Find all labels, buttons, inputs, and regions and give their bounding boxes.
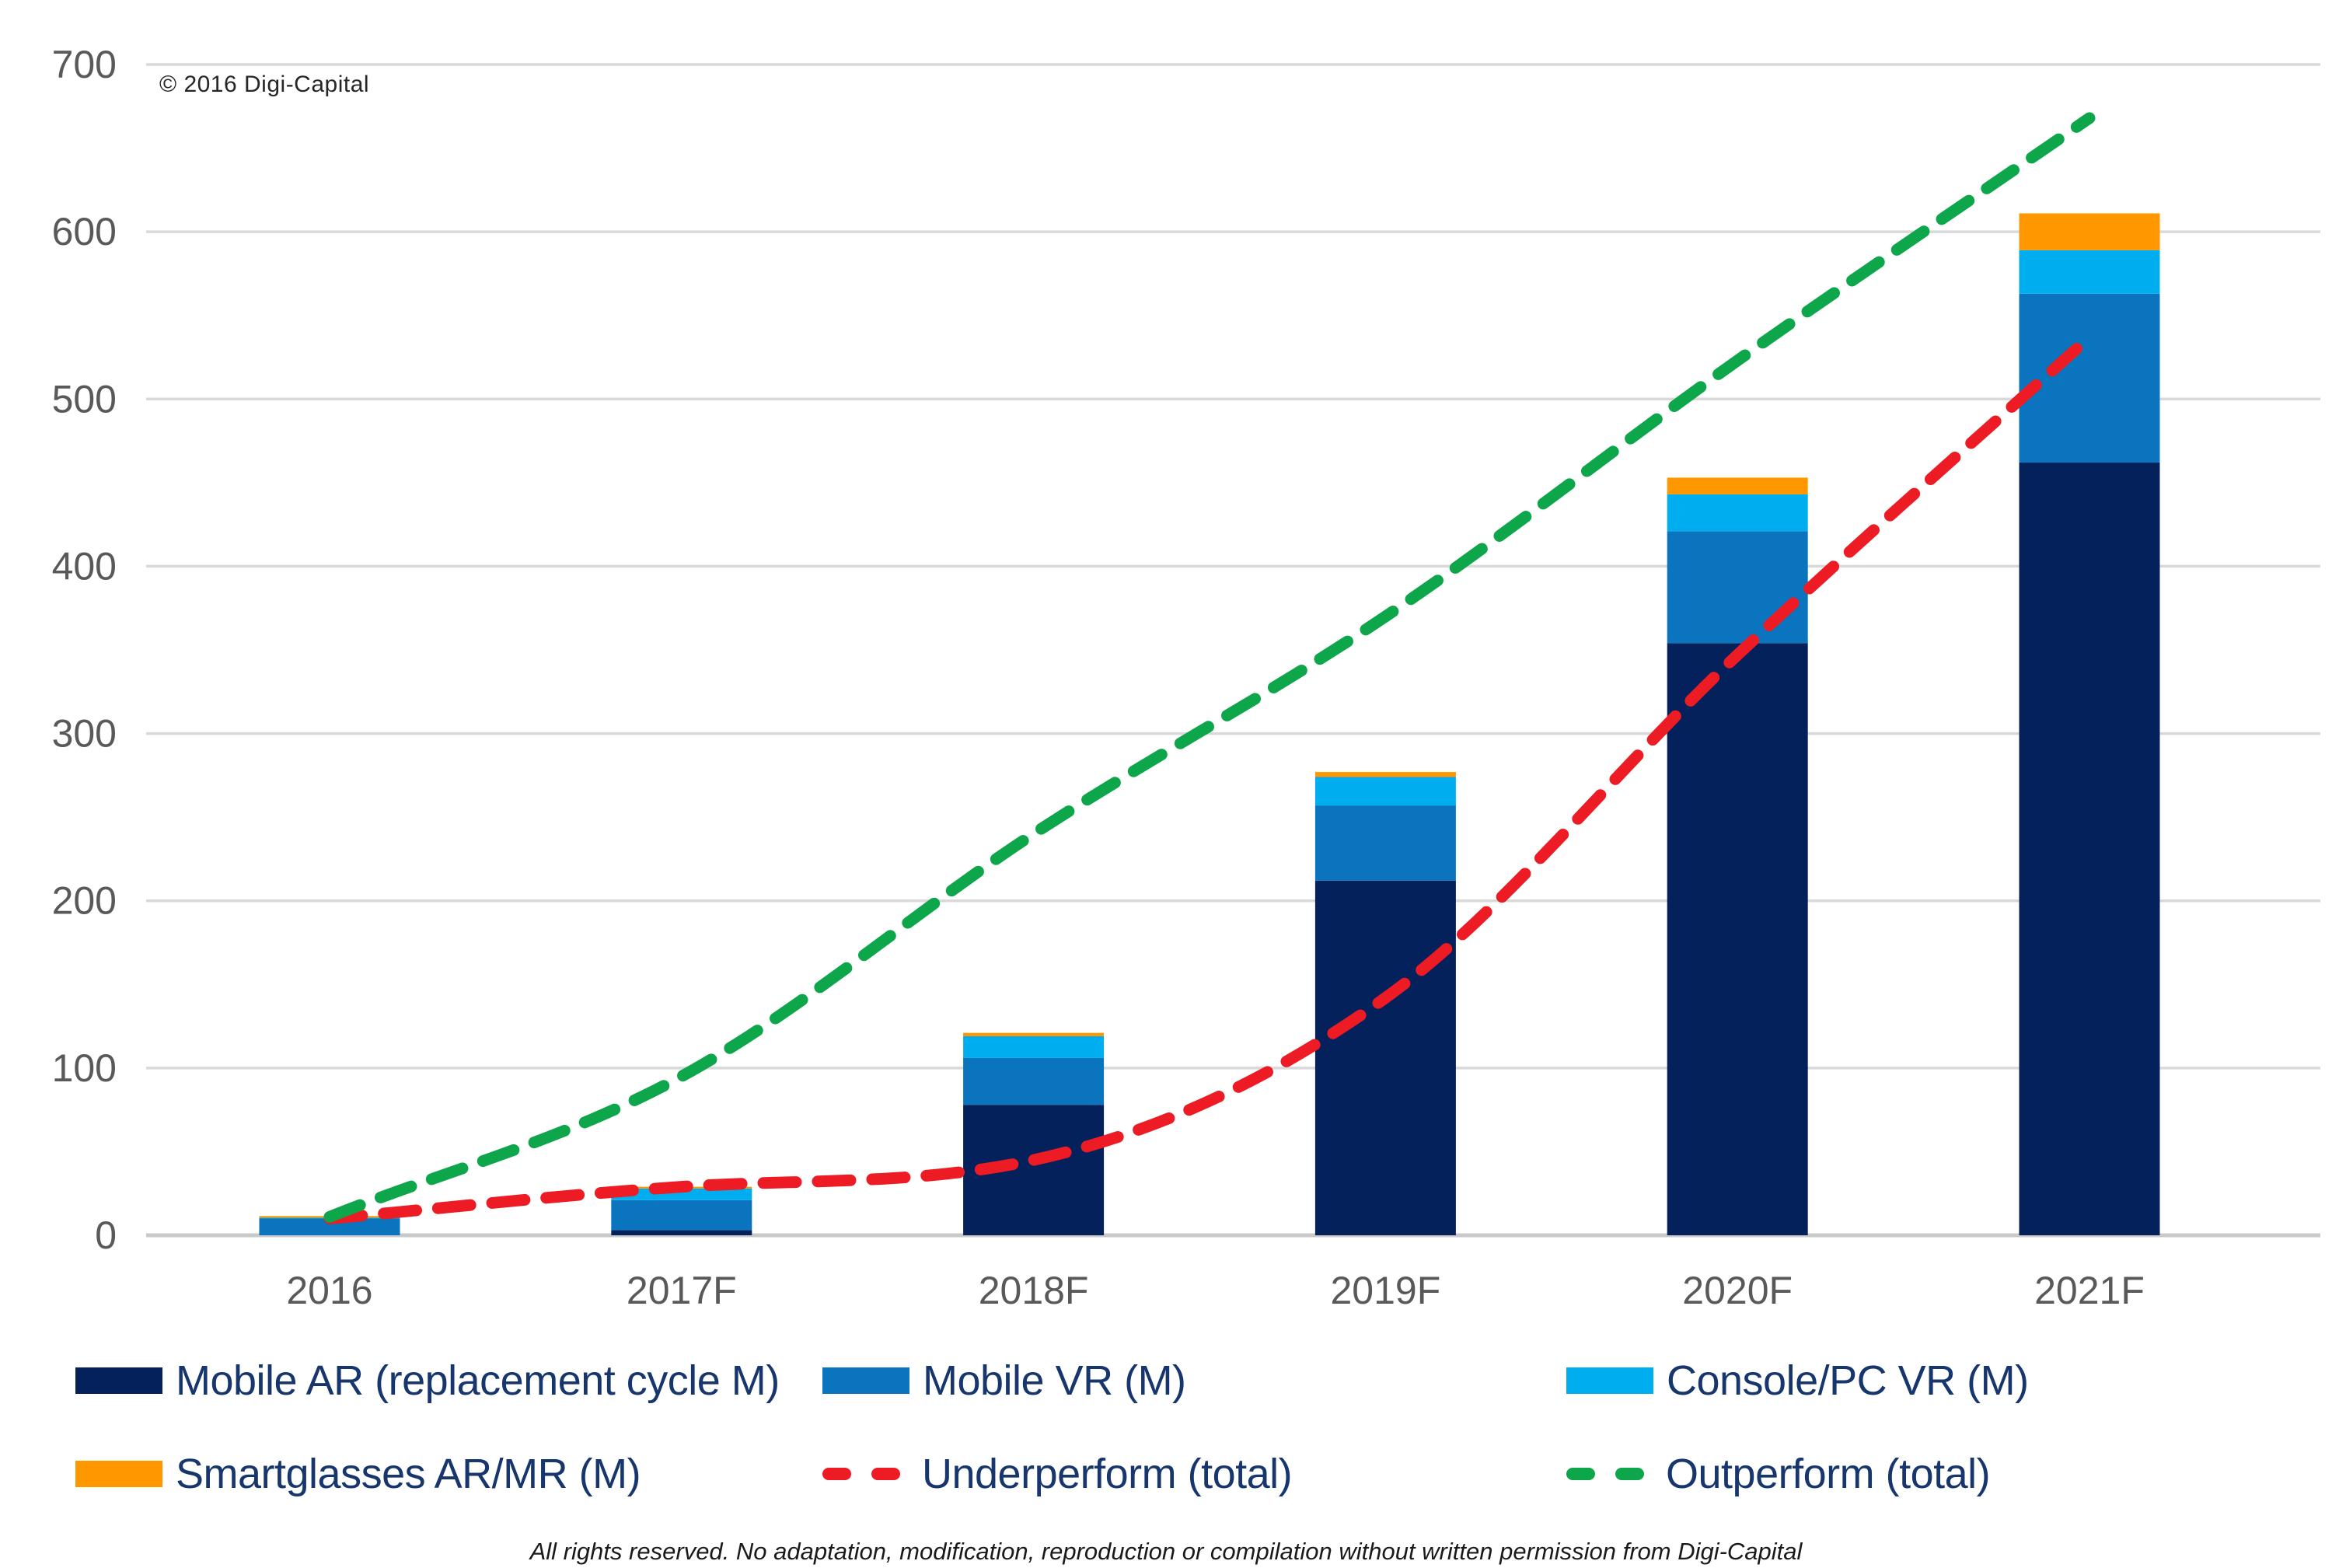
svg-text:600: 600 (52, 210, 117, 253)
svg-text:2019F: 2019F (1331, 1269, 1441, 1312)
svg-text:500: 500 (52, 377, 117, 421)
svg-text:2016: 2016 (286, 1269, 372, 1312)
smartglasses-swatch (75, 1461, 162, 1487)
legend-label-console-pc-vr: Console/PC VR (M) (1667, 1357, 2029, 1404)
legend-item-console-pc-vr: Console/PC VR (M) (1566, 1357, 2029, 1405)
svg-text:2021F: 2021F (2034, 1269, 2145, 1312)
legend-item-mobile-ar: Mobile AR (replacement cycle M) (75, 1357, 780, 1405)
legend-label-mobile-vr: Mobile VR (M) (923, 1357, 1186, 1404)
legend-item-outperform: Outperform (total) (1566, 1450, 1991, 1498)
svg-text:400: 400 (52, 544, 117, 588)
legend-label-smartglasses: Smartglasses AR/MR (M) (176, 1451, 641, 1497)
outperform-dash-swatch (1566, 1468, 1644, 1480)
svg-text:2020F: 2020F (1682, 1269, 1793, 1312)
svg-text:0: 0 (95, 1214, 117, 1257)
svg-text:700: 700 (52, 43, 117, 86)
legend-item-smartglasses: Smartglasses AR/MR (M) (75, 1450, 641, 1498)
svg-text:200: 200 (52, 879, 117, 923)
legend-label-underperform: Underperform (total) (922, 1451, 1293, 1497)
legend-item-underperform: Underperform (total) (822, 1450, 1293, 1498)
svg-text:300: 300 (52, 712, 117, 756)
svg-text:2017F: 2017F (627, 1269, 737, 1312)
legend-label-mobile-ar: Mobile AR (replacement cycle M) (176, 1357, 780, 1404)
legend-label-outperform: Outperform (total) (1666, 1451, 1991, 1497)
mobile-ar-swatch (75, 1367, 162, 1394)
green-dash-icon (1566, 1468, 1595, 1480)
red-dash-icon (822, 1468, 851, 1480)
copyright-note: © 2016 Digi-Capital (159, 72, 370, 97)
footer-disclaimer: All rights reserved. No adaptation, modi… (529, 1538, 1803, 1565)
console-pc-vr-swatch (1566, 1367, 1653, 1394)
legend-item-mobile-vr: Mobile VR (M) (822, 1357, 1186, 1405)
green-dash-icon (1615, 1468, 1644, 1480)
underperform-dash-swatch (822, 1468, 900, 1480)
red-dash-icon (871, 1468, 900, 1480)
svg-text:2018F: 2018F (979, 1269, 1089, 1312)
mobile-vr-swatch (822, 1367, 909, 1394)
svg-text:100: 100 (52, 1046, 117, 1090)
